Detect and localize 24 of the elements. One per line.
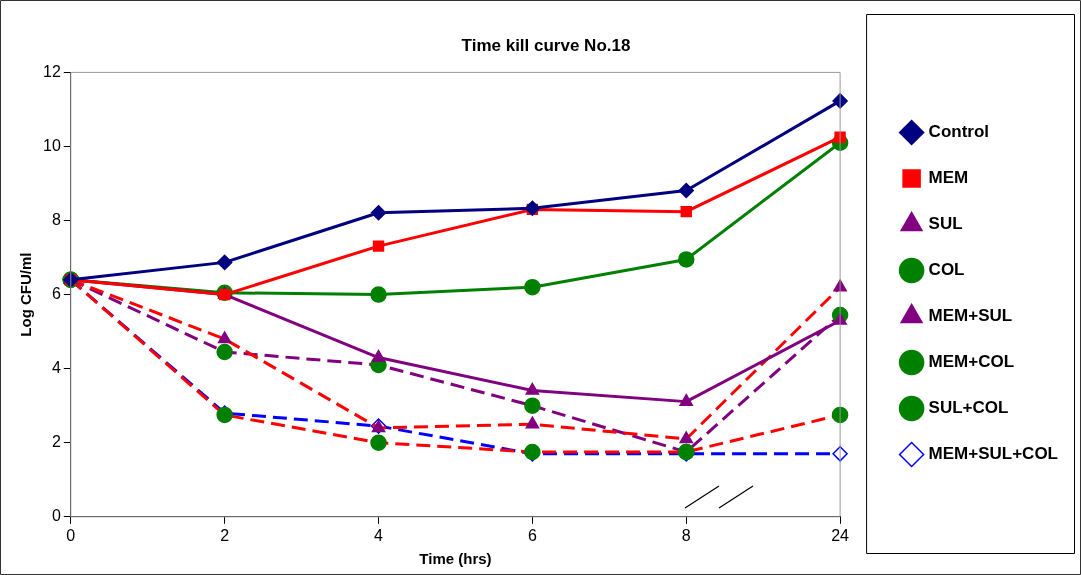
y-tick-label: 6 xyxy=(51,285,61,303)
chart-title: Time kill curve No.18 xyxy=(461,35,631,55)
legend-label: MEM+SUL xyxy=(928,306,1013,326)
x-tick-label: 2 xyxy=(220,526,230,544)
legend-label: COL xyxy=(928,260,965,280)
y-tick-label: 2 xyxy=(51,433,61,451)
legend-label: MEM xyxy=(928,168,969,188)
x-tick-label: 4 xyxy=(374,526,384,544)
y-tick-label: 12 xyxy=(43,62,61,80)
legend-label: SUL xyxy=(928,214,963,234)
legend-label: MEM+COL xyxy=(928,352,1015,372)
x-tick-label: 6 xyxy=(527,526,537,544)
x-axis-title: Time (hrs) xyxy=(419,550,492,568)
y-tick-label: 0 xyxy=(51,507,61,525)
y-tick-label: 8 xyxy=(51,210,61,228)
legend-label: MEM+SUL+COL xyxy=(928,444,1059,464)
y-tick-label: 10 xyxy=(43,136,61,154)
y-axis-title: Log CFU/ml xyxy=(17,252,35,337)
x-tick-label: 0 xyxy=(66,526,76,544)
x-tick-label: 24 xyxy=(831,526,850,544)
x-tick-label: 8 xyxy=(681,526,691,544)
y-tick-label: 4 xyxy=(51,359,61,377)
legend-label: Control xyxy=(928,122,990,142)
legend-label: SUL+COL xyxy=(928,398,1009,418)
